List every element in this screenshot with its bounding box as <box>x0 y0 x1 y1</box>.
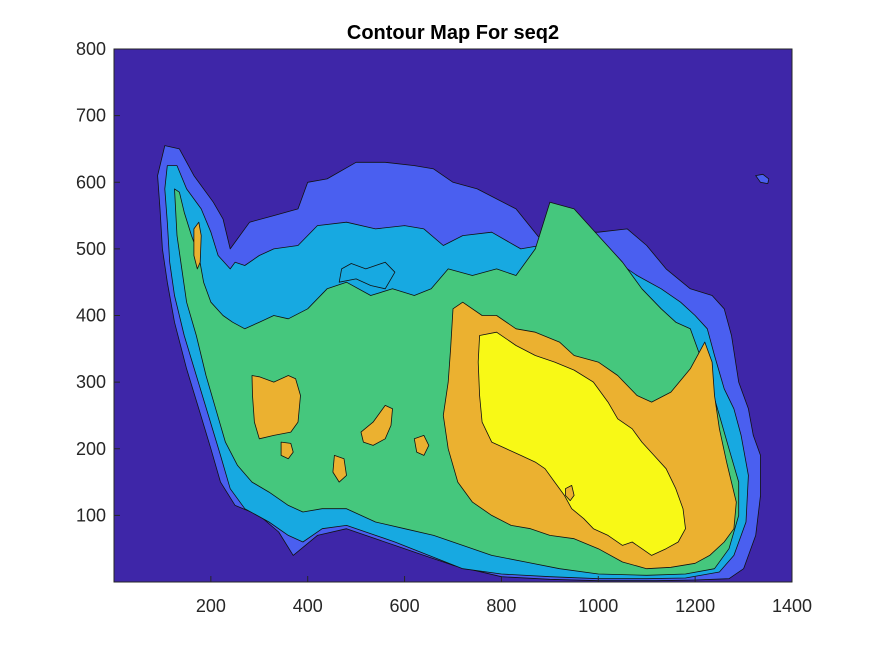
contour-region-level-4-13 <box>565 484 575 502</box>
y-tick-label: 400 <box>76 306 106 326</box>
contour-region-level-4-5 <box>193 221 202 270</box>
x-tick-label: 200 <box>196 596 226 616</box>
y-tick-label: 500 <box>76 239 106 259</box>
y-tick-label: 700 <box>76 106 106 126</box>
y-tick-label: 100 <box>76 505 106 525</box>
y-tick-label: 300 <box>76 372 106 392</box>
contour-region-level-4-9 <box>360 404 393 446</box>
y-tick-label: 200 <box>76 439 106 459</box>
chart-title: Contour Map For seq2 <box>347 22 559 44</box>
contour-region-level-1-1 <box>755 173 770 185</box>
contour-region-level-4-8 <box>332 454 347 483</box>
y-axis: 100 200 300 400 500 600 700 800 <box>76 39 120 525</box>
contour-regions <box>157 145 770 582</box>
contour-region-level-4-10 <box>413 434 430 456</box>
x-tick-label: 800 <box>486 596 516 616</box>
x-tick-label: 1200 <box>675 596 715 616</box>
y-tick-label: 800 <box>76 39 106 59</box>
contour-region-level-4-11 <box>280 441 294 460</box>
x-axis: 200 400 600 800 1000 1200 1400 <box>196 576 812 616</box>
x-tick-label: 400 <box>293 596 323 616</box>
x-tick-label: 1000 <box>578 596 618 616</box>
y-tick-label: 600 <box>76 172 106 192</box>
contour-region-level-2-4 <box>338 261 396 290</box>
x-tick-label: 600 <box>390 596 420 616</box>
contour-region-level-5-12 <box>477 331 686 556</box>
contour-region-level-4-6 <box>251 375 301 440</box>
x-tick-label: 1400 <box>772 596 812 616</box>
plot-area <box>113 48 793 583</box>
